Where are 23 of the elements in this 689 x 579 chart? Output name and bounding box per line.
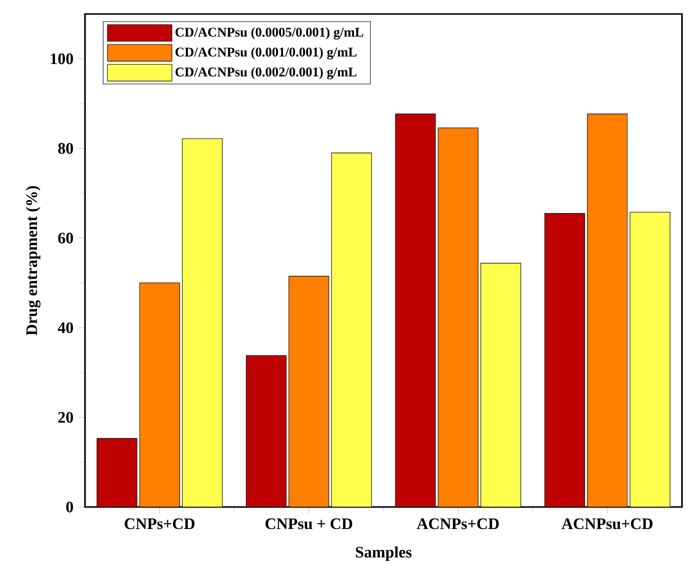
- x-tick-label: ACNPsu+CD: [562, 518, 652, 530]
- x-tick-label: CNPs+CD: [124, 518, 195, 530]
- y-tick-label: 80: [58, 143, 74, 154]
- y-tick-label: 40: [58, 322, 74, 334]
- legend-label: CD/ACNPsu (0.002/0.001) g/mL: [176, 67, 357, 80]
- y-axis-title: Drug entrapment (%): [26, 186, 40, 336]
- x-axis-title: Samples: [356, 546, 412, 561]
- legend-label: CD/ACNPsu (0.001/0.001) g/mL: [176, 47, 357, 60]
- x-tick-label: ACNPs+CD: [416, 518, 499, 530]
- bar: [544, 213, 585, 507]
- bar: [395, 114, 436, 507]
- bar: [587, 114, 628, 507]
- legend-label: CD/ACNPsu (0.0005/0.001) g/mL: [176, 27, 364, 40]
- y-tick-label: 60: [58, 232, 74, 244]
- bar: [288, 276, 330, 507]
- bar: [438, 128, 478, 507]
- y-tick-label: 0: [66, 502, 74, 512]
- bar: [139, 282, 180, 507]
- y-tick-label: 100: [50, 53, 74, 64]
- bar: [96, 438, 138, 507]
- y-tick-label: 20: [58, 412, 74, 423]
- bar: [246, 355, 286, 507]
- x-tick-label: CNPsu + CD: [266, 518, 352, 530]
